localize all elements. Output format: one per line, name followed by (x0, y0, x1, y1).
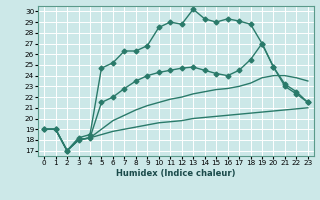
X-axis label: Humidex (Indice chaleur): Humidex (Indice chaleur) (116, 169, 236, 178)
